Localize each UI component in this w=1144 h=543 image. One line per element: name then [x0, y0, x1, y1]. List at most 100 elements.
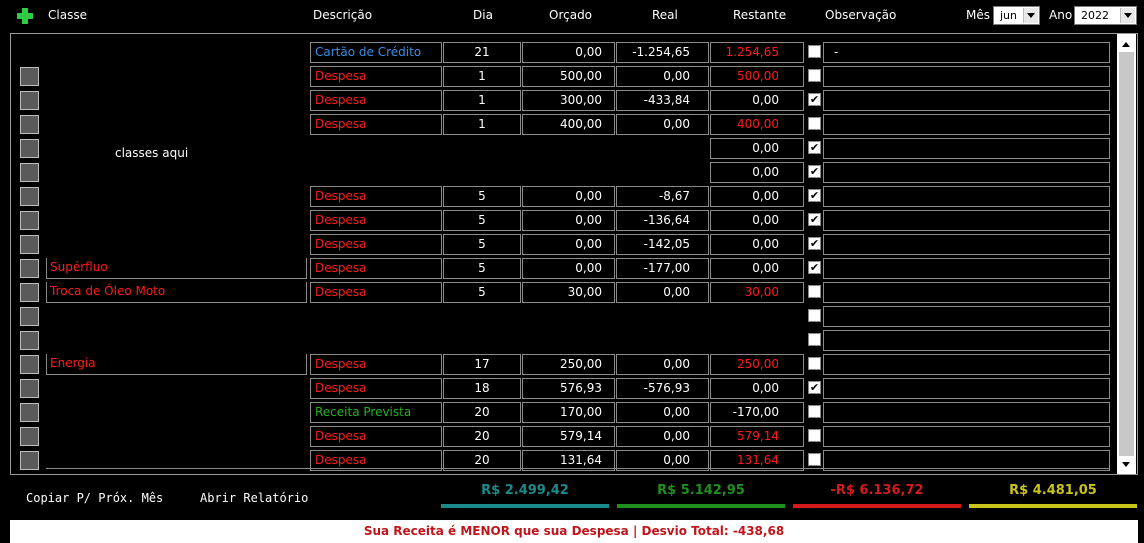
- row-descricao[interactable]: Despesa: [310, 282, 442, 303]
- row-select-button[interactable]: [20, 403, 39, 422]
- row-dia[interactable]: 5: [443, 234, 521, 255]
- row-observacao[interactable]: [823, 450, 1110, 471]
- row-observacao[interactable]: [823, 354, 1110, 375]
- add-icon[interactable]: [17, 8, 33, 24]
- row-dia[interactable]: 5: [443, 186, 521, 207]
- row-orcado[interactable]: 300,00: [522, 90, 615, 111]
- row-select-button[interactable]: [20, 331, 39, 350]
- row-observacao[interactable]: [823, 90, 1110, 111]
- row-select-button[interactable]: [20, 355, 39, 374]
- ano-select[interactable]: 2022: [1074, 6, 1137, 25]
- vertical-scrollbar[interactable]: [1117, 34, 1136, 474]
- row-dia[interactable]: 17: [443, 354, 521, 375]
- row-orcado[interactable]: 500,00: [522, 66, 615, 87]
- row-descricao[interactable]: Despesa: [310, 450, 442, 471]
- row-observacao[interactable]: [823, 330, 1110, 351]
- row-descricao[interactable]: Despesa: [310, 114, 442, 135]
- row-checkbox[interactable]: ✔: [808, 213, 821, 226]
- row-restante[interactable]: 0,00: [710, 210, 804, 231]
- row-select-button[interactable]: [20, 115, 39, 134]
- row-descricao[interactable]: Despesa: [310, 258, 442, 279]
- row-restante[interactable]: 30,00: [710, 282, 804, 303]
- row-classe[interactable]: Troca de Óleo Moto: [46, 282, 307, 303]
- row-orcado[interactable]: 170,00: [522, 402, 615, 423]
- row-orcado[interactable]: 0,00: [522, 42, 615, 63]
- row-observacao[interactable]: [823, 258, 1110, 279]
- row-checkbox[interactable]: [808, 117, 821, 130]
- row-descricao[interactable]: Receita Prevista: [310, 402, 442, 423]
- row-checkbox[interactable]: [808, 45, 821, 58]
- row-restante[interactable]: 131,64: [710, 450, 804, 471]
- row-select-button[interactable]: [20, 163, 39, 182]
- row-restante[interactable]: 0,00: [710, 258, 804, 279]
- row-real[interactable]: 0,00: [616, 354, 709, 375]
- row-restante[interactable]: 400,00: [710, 114, 804, 135]
- row-orcado[interactable]: 0,00: [522, 258, 615, 279]
- row-observacao[interactable]: [823, 426, 1110, 447]
- row-descricao[interactable]: Despesa: [310, 90, 442, 111]
- row-select-button[interactable]: [20, 379, 39, 398]
- row-dia[interactable]: 21: [443, 42, 521, 63]
- row-select-button[interactable]: [20, 307, 39, 326]
- row-observacao[interactable]: [823, 162, 1110, 183]
- row-dia[interactable]: 20: [443, 450, 521, 471]
- row-observacao[interactable]: [823, 282, 1110, 303]
- row-dia[interactable]: 5: [443, 282, 521, 303]
- row-descricao[interactable]: Despesa: [310, 186, 442, 207]
- row-descricao[interactable]: Despesa: [310, 210, 442, 231]
- row-restante[interactable]: 0,00: [710, 186, 804, 207]
- scroll-down-icon[interactable]: [1122, 462, 1130, 467]
- row-dia[interactable]: 18: [443, 378, 521, 399]
- row-select-button[interactable]: [20, 67, 39, 86]
- row-observacao[interactable]: [823, 378, 1110, 399]
- row-dia[interactable]: 1: [443, 114, 521, 135]
- row-select-button[interactable]: [20, 283, 39, 302]
- row-dia[interactable]: 1: [443, 90, 521, 111]
- row-real[interactable]: 0,00: [616, 450, 709, 471]
- row-restante[interactable]: 1.254,65: [710, 42, 804, 63]
- row-select-button[interactable]: [20, 211, 39, 230]
- row-observacao[interactable]: [823, 66, 1110, 87]
- row-dia[interactable]: 1: [443, 66, 521, 87]
- row-observacao[interactable]: [823, 306, 1110, 327]
- row-restante[interactable]: 500,00: [710, 66, 804, 87]
- row-orcado[interactable]: 579,14: [522, 426, 615, 447]
- row-observacao[interactable]: [823, 402, 1110, 423]
- row-checkbox[interactable]: [808, 453, 821, 466]
- row-checkbox[interactable]: [808, 357, 821, 370]
- row-classe[interactable]: Energia: [46, 354, 307, 375]
- row-descricao[interactable]: Despesa: [310, 354, 442, 375]
- row-select-button[interactable]: [20, 139, 39, 158]
- row-real[interactable]: 0,00: [616, 282, 709, 303]
- row-orcado[interactable]: 576,93: [522, 378, 615, 399]
- row-observacao[interactable]: [823, 138, 1110, 159]
- row-restante[interactable]: -170,00: [710, 402, 804, 423]
- row-select-button[interactable]: [20, 235, 39, 254]
- row-real[interactable]: -136,64: [616, 210, 709, 231]
- row-select-button[interactable]: [20, 187, 39, 206]
- row-checkbox[interactable]: [808, 429, 821, 442]
- row-dia[interactable]: 5: [443, 210, 521, 231]
- row-orcado[interactable]: 0,00: [522, 186, 615, 207]
- scrollbar-thumb[interactable]: [1119, 52, 1134, 456]
- row-restante[interactable]: 579,14: [710, 426, 804, 447]
- row-real[interactable]: 0,00: [616, 402, 709, 423]
- row-observacao[interactable]: [823, 114, 1110, 135]
- row-orcado[interactable]: 131,64: [522, 450, 615, 471]
- row-restante[interactable]: 250,00: [710, 354, 804, 375]
- row-observacao[interactable]: -: [823, 42, 1110, 63]
- row-observacao[interactable]: [823, 210, 1110, 231]
- row-descricao[interactable]: Despesa: [310, 426, 442, 447]
- row-checkbox[interactable]: ✔: [808, 165, 821, 178]
- abrir-relatorio-button[interactable]: Abrir Relatório: [200, 491, 309, 505]
- row-restante[interactable]: 0,00: [710, 90, 804, 111]
- row-real[interactable]: 0,00: [616, 66, 709, 87]
- row-real[interactable]: -576,93: [616, 378, 709, 399]
- row-checkbox[interactable]: [808, 309, 821, 322]
- row-classe[interactable]: Supérfluo: [46, 258, 307, 279]
- row-descricao[interactable]: Despesa: [310, 234, 442, 255]
- row-restante[interactable]: 0,00: [710, 162, 804, 183]
- row-descricao[interactable]: Cartão de Crédito: [310, 42, 442, 63]
- row-dia[interactable]: 5: [443, 258, 521, 279]
- copiar-proximo-mes-button[interactable]: Copiar P/ Próx. Mês: [26, 491, 164, 505]
